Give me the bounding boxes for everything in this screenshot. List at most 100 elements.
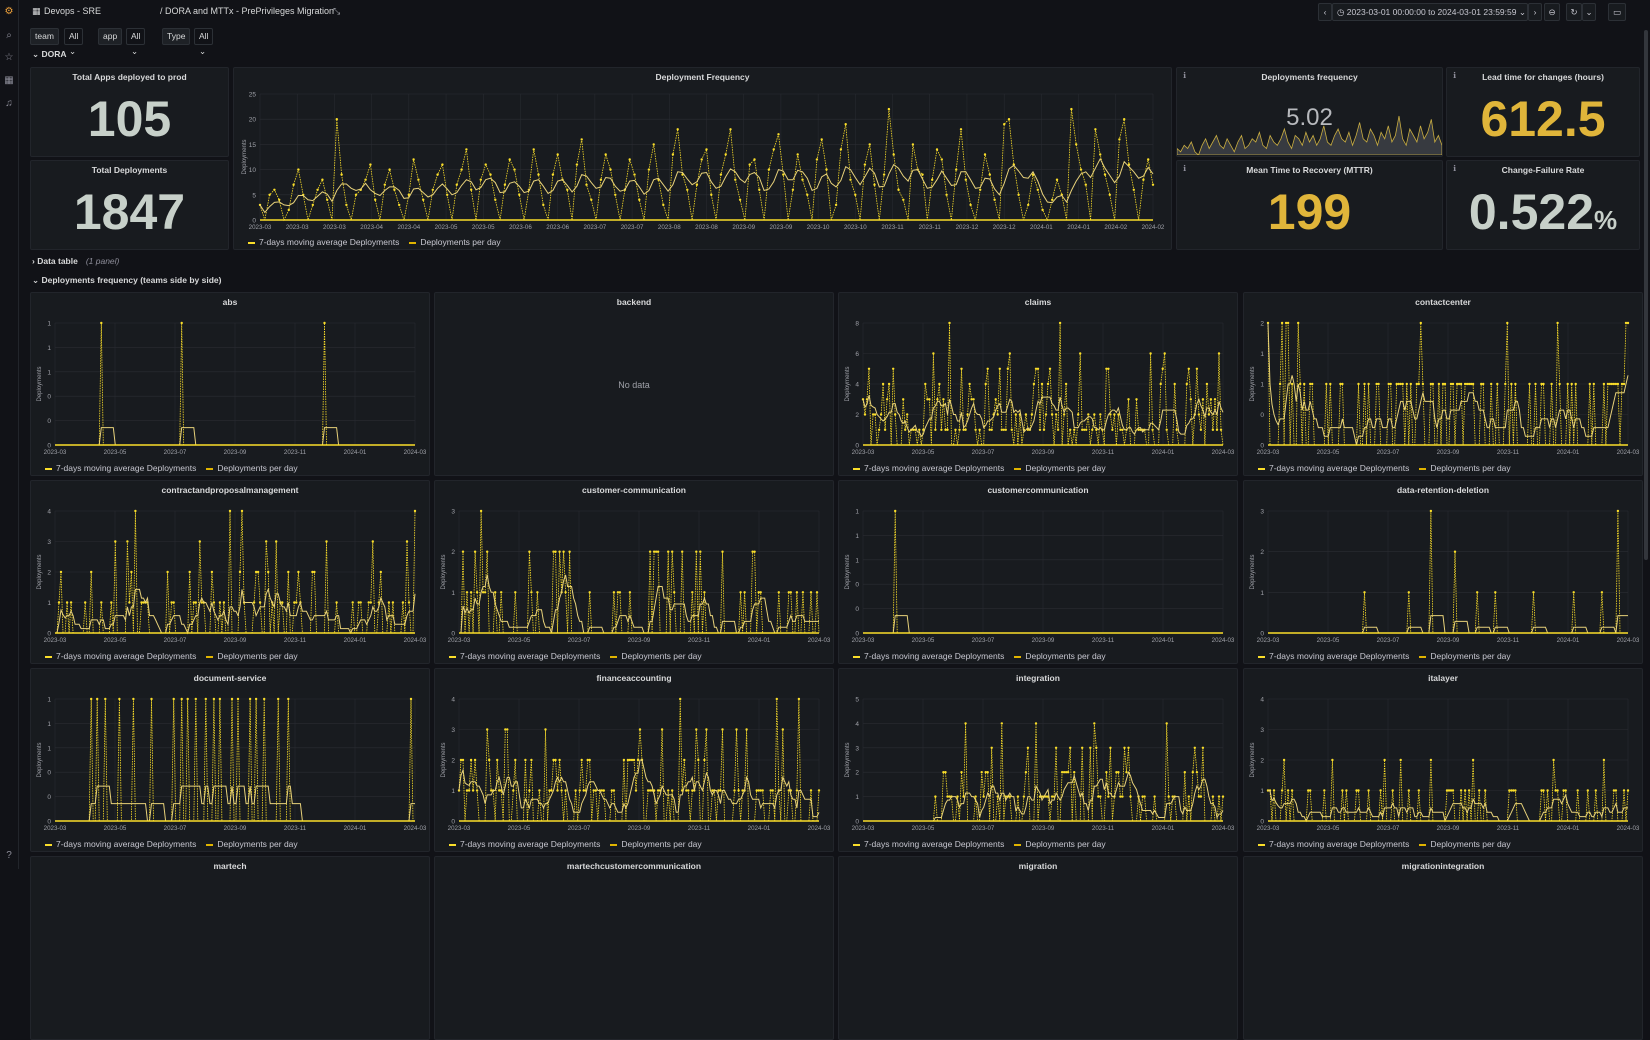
panel-change-failure-rate[interactable]: ℹ Change-Failure Rate 0.522% — [1446, 160, 1640, 250]
data-point — [894, 413, 897, 416]
info-icon[interactable]: ℹ — [1453, 71, 1457, 80]
panel-team-claims[interactable]: claims 0 2 4 6 8 Deployments 2023-03 2023-05 2023… — [838, 292, 1238, 476]
legend-perday[interactable]: Deployments per day — [1430, 463, 1511, 473]
dashboards-icon[interactable]: ▦ — [4, 75, 14, 86]
legend-perday[interactable]: Deployments per day — [621, 839, 702, 849]
zoom-out-icon[interactable]: ⊖ — [1544, 3, 1560, 21]
legend-perday[interactable]: Deployments per day — [621, 651, 702, 661]
panel-title: martechcustomercommunication — [566, 861, 702, 871]
data-point — [405, 540, 409, 543]
legend-perday[interactable]: Deployments per day — [1025, 651, 1106, 661]
data-point — [1465, 382, 1469, 386]
panel-total-apps[interactable]: Total Apps deployed to prod 105 — [30, 67, 229, 157]
panel-team-integration[interactable]: integration 0 1 2 3 4 5 Deployments 2023-03 2023-… — [838, 668, 1238, 852]
data-point — [566, 188, 569, 191]
legend-perday[interactable]: Deployments per day — [420, 237, 501, 247]
data-point — [236, 697, 240, 701]
data-point — [1562, 789, 1565, 792]
tv-mode-icon[interactable]: ▭ — [1608, 3, 1626, 21]
panel-team-abs[interactable]: abs 0 0 0 1 1 1 Deployments 2023-03 2023-05 2023-0… — [30, 292, 430, 476]
time-forward-button[interactable]: › — [1528, 3, 1542, 21]
legend-perday[interactable]: Deployments per day — [217, 651, 298, 661]
legend-avg[interactable]: 7-days moving average Deployments — [864, 651, 1005, 661]
x-tick-label: 2023-12 — [993, 224, 1016, 231]
row-data-table[interactable]: › Data table (1 panel) — [32, 256, 120, 266]
row-teams[interactable]: ⌄ Deployments frequency (teams side by s… — [32, 275, 222, 285]
panel-team-contactcenter[interactable]: contactcenter 0 0 1 1 2 Deployments 2023-03 2023… — [1243, 292, 1643, 476]
legend-perday[interactable]: Deployments per day — [1430, 839, 1511, 849]
legend-avg[interactable]: 7-days moving average Deployments — [864, 463, 1005, 473]
time-range-picker[interactable]: ◷ 2023-03-01 00:00:00 to 2024-03-01 23:5… — [1332, 3, 1528, 21]
data-point — [1003, 123, 1006, 126]
legend-avg[interactable]: 7-days moving average Deployments — [460, 651, 601, 661]
grafana-logo-icon[interactable]: ⚙ — [4, 6, 14, 17]
row-dora[interactable]: ⌄ DORA — [32, 49, 67, 59]
refresh-interval-chevron-icon[interactable]: ⌄ — [1582, 3, 1596, 21]
alert-bell-icon[interactable]: ♫ — [5, 98, 13, 109]
panel-title: financeaccounting — [596, 673, 672, 683]
panel-team-martechcustomercommunication[interactable]: martechcustomercommunication — [434, 856, 834, 1040]
search-icon[interactable]: ⌕ — [6, 30, 12, 41]
panel-total-deployments[interactable]: Total Deployments 1847 — [30, 160, 229, 250]
legend-swatch-perday — [206, 467, 214, 470]
star-icon[interactable]: ☆ — [4, 52, 14, 63]
x-tick-label: 2023-09 — [1437, 637, 1460, 644]
data-point — [748, 163, 751, 166]
panel-title: martech — [213, 861, 247, 871]
legend-avg[interactable]: 7-days moving average Deployments — [1269, 839, 1410, 849]
panel-lead-time[interactable]: ℹ Lead time for changes (hours) 612.5 — [1446, 67, 1640, 157]
panel-team-customercommunication[interactable]: customercommunication 0 0 0 1 1 1 Deployments 20… — [838, 480, 1238, 664]
time-back-button[interactable]: ‹ — [1318, 3, 1332, 21]
scrollbar[interactable] — [1644, 30, 1648, 560]
var-select-app[interactable]: All ⌄ — [126, 28, 146, 56]
panel-mttr[interactable]: ℹ Mean Time to Recovery (MTTR) 199 — [1176, 160, 1443, 250]
legend-avg[interactable]: 7-days moving average Deployments — [1269, 651, 1410, 661]
legend-avg[interactable]: 7-days moving average Deployments — [259, 237, 400, 247]
panel-team-customer-communication[interactable]: customer-communication 0 1 2 3 Deployments 202… — [434, 480, 834, 664]
legend-perday[interactable]: Deployments per day — [217, 463, 298, 473]
data-point — [1064, 771, 1068, 774]
panel-team-italayer[interactable]: italayer 0 1 2 3 4 Deployments 2023-03 2023-05 20… — [1243, 668, 1643, 852]
legend-avg[interactable]: 7-days moving average Deployments — [56, 839, 197, 849]
panel-deployment-frequency[interactable]: Deployment Frequency 0 5 10 15 20 25 Deploymen… — [233, 67, 1172, 250]
data-point — [711, 789, 714, 792]
legend-perday[interactable]: Deployments per day — [1430, 651, 1511, 661]
panel-team-migrationintegration[interactable]: migrationintegration — [1243, 856, 1643, 1040]
legend-avg[interactable]: 7-days moving average Deployments — [1269, 463, 1410, 473]
data-point — [1127, 746, 1130, 749]
panel-team-document-service[interactable]: document-service 0 0 0 1 1 1 Deployments 2023-03… — [30, 668, 430, 852]
panel-team-martech[interactable]: martech — [30, 856, 430, 1040]
data-point — [1095, 746, 1098, 749]
legend-perday[interactable]: Deployments per day — [1025, 839, 1106, 849]
data-point — [446, 193, 449, 196]
info-icon[interactable]: ℹ — [1453, 164, 1457, 173]
panel-team-backend[interactable]: backend No data — [434, 292, 834, 476]
help-icon[interactable]: ? — [6, 850, 12, 861]
panel-team-contractandproposalmanagement[interactable]: contractandproposalmanagement 0 1 2 3 4 Deploy… — [30, 480, 430, 664]
legend-avg[interactable]: 7-days moving average Deployments — [864, 839, 1005, 849]
refresh-icon[interactable]: ↻ — [1566, 3, 1582, 21]
info-icon[interactable]: ℹ — [1183, 71, 1187, 80]
var-select-type[interactable]: All ⌄ — [194, 28, 214, 56]
breadcrumb-folder[interactable]: Devops - SRE — [44, 6, 102, 16]
legend-perday[interactable]: Deployments per day — [217, 839, 298, 849]
share-icon[interactable]: ⤡ — [333, 6, 341, 16]
panel-team-data-retention-deletion[interactable]: data-retention-deletion 0 1 2 3 Deployments 20… — [1243, 480, 1643, 664]
panel-deployments-frequency-stat[interactable]: ℹ Deployments frequency 5.02 — [1176, 67, 1443, 157]
legend-avg[interactable]: 7-days moving average Deployments — [460, 839, 601, 849]
data-point — [887, 107, 891, 111]
chart-legend: 7-days moving average Deployments Deploym… — [248, 237, 501, 247]
breadcrumb-dashboard[interactable]: / DORA and MTTx - PrePrivileges Migratio… — [160, 6, 335, 16]
panel-team-migration[interactable]: migration — [838, 856, 1238, 1040]
data-point — [1449, 382, 1453, 386]
info-icon[interactable]: ℹ — [1183, 164, 1187, 173]
x-tick-label: 2024-03 — [1617, 825, 1640, 832]
legend-perday[interactable]: Deployments per day — [1025, 463, 1106, 473]
panel-team-financeaccounting[interactable]: financeaccounting 0 1 2 3 4 Deployments 2023-03… — [434, 668, 834, 852]
data-point — [683, 758, 686, 762]
data-point — [940, 428, 943, 431]
legend-avg[interactable]: 7-days moving average Deployments — [56, 463, 197, 473]
legend-avg[interactable]: 7-days moving average Deployments — [56, 651, 197, 661]
data-point — [57, 601, 61, 604]
var-select-team[interactable]: All ⌄ — [64, 28, 84, 56]
